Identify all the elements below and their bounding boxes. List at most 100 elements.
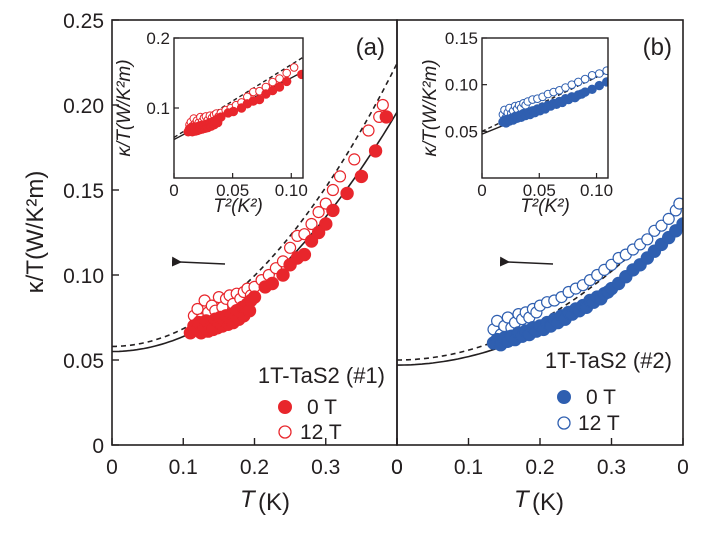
panel-a-x-ticks: 0 0.1 0.2 0.3 0 — [106, 438, 403, 479]
panel-b-inset-point-12T — [602, 66, 608, 75]
panel-b-inset-point-12T — [611, 64, 619, 72]
panel-a-point-12T — [305, 217, 318, 231]
panel-a-inset-x-tick-label: 0.10 — [275, 181, 308, 200]
panel-a-inset-y-tick-label: 0.2 — [146, 29, 170, 48]
panel-b-x-tick-label: 0.2 — [525, 456, 554, 479]
panel-b-point-12T — [673, 197, 683, 210]
panel-b-inset-y-tick-label: 0.15 — [445, 29, 478, 48]
panel-a-xlabel-symbol: T — [240, 486, 257, 513]
panel-b-x-ticks: 0 0.1 0.2 0.3 0 — [391, 438, 689, 479]
panel-b-inset-point-12T — [587, 71, 597, 80]
panel-a-point-0T — [276, 268, 290, 282]
panel-b-inset-point-0T — [618, 71, 626, 79]
panel-a-inset: 0 0.05 0.10 0.1 0.2 T²(K²) κ/T(W/K²m) — [114, 29, 352, 217]
panel-a-inset-y-ticks: 0.1 0.2 — [146, 29, 179, 118]
panel-a-inset-ylabel: κ/T(W/K²m) — [114, 59, 135, 156]
panel-a-point-0T — [319, 217, 333, 231]
panel-b-x-tick-label: 0.1 — [454, 456, 483, 479]
panel-b-inset-point-12T — [627, 57, 635, 65]
panel-a-inset-point-12T — [322, 45, 330, 53]
panel-b-inset-y-tick-label: 0.10 — [445, 76, 478, 95]
panel-a-inset-fit-dashed — [174, 56, 303, 138]
panel-a-point-0T — [340, 186, 354, 201]
panel-b-data-points — [486, 197, 683, 352]
panel-b-point-12T — [641, 233, 654, 246]
panel-a-legend-0T-marker — [278, 400, 292, 414]
panel-a-legend-12T-label: 12 T — [300, 421, 342, 444]
panel-a-x-tick-label: 0 — [106, 456, 118, 479]
panel-b-inset-y-tick-label: 0.05 — [445, 122, 478, 141]
panel-a-inset-point-0T — [228, 106, 239, 117]
panel-a-inset-y-tick-label: 0.1 — [146, 99, 170, 118]
panel-b-arrow — [499, 256, 554, 267]
panel-b-inset: 0 0.05 0.10 0.05 0.10 0.15 T²(K²) κ/T(W/K²m) — [420, 29, 651, 217]
panel-a-point-0T — [247, 290, 262, 304]
panel-b-inset-point-12T — [619, 61, 627, 69]
panel-a-legend-12T-marker — [278, 425, 292, 439]
panel-b-x-tick-label: 0 — [391, 456, 403, 479]
panel-a-y-tick-label: 0.05 — [63, 350, 104, 373]
panel-b-fit-curves — [397, 201, 683, 366]
panel-b-legend-0T-label: 0 T — [586, 386, 616, 409]
panel-a-point-0T — [311, 225, 326, 240]
panel-a-inset-point-12T — [335, 39, 343, 47]
panel-a-x-tick-label: 0.3 — [311, 456, 340, 479]
panel-a-y-tick-label: 0.15 — [63, 180, 104, 203]
panel-a-xlabel-unit: (K) — [258, 489, 290, 516]
panel-a-inset-x-tick-label: 0.05 — [216, 181, 249, 200]
panel-a-point-0T — [297, 247, 312, 262]
panel-a-inset-point-0T — [216, 112, 226, 122]
panel-a-point-0T — [379, 110, 393, 124]
panel-b-inset-x-tick-label: 0.05 — [523, 181, 556, 200]
panel-a-point-12T — [348, 153, 361, 166]
panel-a-inset-point-0T — [254, 94, 265, 105]
panel-b-sample-label: 1T-TaS2 (#2) — [545, 348, 672, 373]
panel-a-x-tick-label: 0.1 — [169, 456, 198, 479]
panel-a-y-tick-label: 0 — [92, 435, 104, 458]
panel-a-inset-xlabel: T²(K²) — [213, 196, 263, 217]
panel-b-legend-12T-marker — [557, 416, 571, 430]
panel-a-point-12T — [376, 98, 389, 112]
panel-a-inset-point-12T — [282, 68, 292, 78]
panel-a-fit-dashed — [112, 63, 397, 348]
panel-b-xlabel-unit: (K) — [532, 489, 564, 516]
panel-b-xlabel-symbol: T — [514, 486, 531, 513]
panel-a-label: (a) — [356, 34, 385, 61]
panel-a-y-tick-label: 0.10 — [63, 265, 104, 288]
panel-a-data-points — [183, 98, 393, 340]
panel-b-inset-point-12T — [595, 69, 604, 78]
panel-a-inset-x-ticks: 0 0.05 0.10 — [169, 173, 308, 200]
panel-b-inset-xlabel: T²(K²) — [520, 196, 570, 217]
panel-a-inset-point-12T — [289, 63, 299, 72]
panel-a-inset-points — [183, 34, 352, 137]
panel-b-inset-point-12T — [580, 74, 590, 84]
panel-a-inset-point-0T — [282, 76, 292, 87]
panel-b-fit-dashed — [397, 201, 683, 361]
panel-a-point-12T — [326, 183, 339, 197]
panel-a-inset-point-12T — [340, 34, 348, 42]
panel-b: 0 0.1 0.2 0.3 0 (b) 1T-TaS2 (#2) 0 T 12 T T … — [391, 19, 689, 516]
panel-a-ylabel: κ/T(W/K²m) — [22, 171, 49, 294]
panel-a-inset-point-0T — [314, 63, 322, 71]
panel-a-point-12T — [284, 241, 297, 254]
panel-a-point-0T — [368, 144, 383, 158]
panel-b-inset-point-0T — [643, 60, 651, 68]
panel-b-inset-y-ticks: 0.05 0.10 0.15 — [445, 29, 487, 141]
panel-b-inset-point-0T — [610, 75, 618, 83]
panel-a-point-0T — [354, 169, 369, 184]
panel-b-inset-x-tick-label: 0 — [477, 181, 486, 200]
panel-b-point-12T — [662, 212, 675, 225]
panel-b-inset-x-ticks: 0 0.05 0.10 — [477, 173, 613, 200]
panel-a-inset-point-0T — [297, 69, 303, 80]
panel-a-point-12T — [333, 170, 347, 183]
panel-a-inset-point-0T — [344, 39, 352, 47]
panel-a-point-12T — [362, 124, 375, 137]
panel-a-point-0T — [265, 276, 279, 291]
panel-a-y-tick-label: 0.20 — [63, 95, 104, 118]
panel-a-inset-point-12T — [306, 57, 314, 65]
panel-b-inset-frame — [481, 37, 609, 179]
panel-a-arrow — [171, 256, 226, 267]
panel-b-x-tick-label: 0.3 — [597, 456, 626, 479]
panel-b-inset-point-0T — [594, 80, 604, 91]
